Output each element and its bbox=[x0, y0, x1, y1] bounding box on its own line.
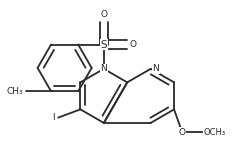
Text: S: S bbox=[101, 40, 107, 49]
Text: O: O bbox=[129, 40, 136, 49]
Text: O: O bbox=[100, 10, 107, 19]
Text: CH₃: CH₃ bbox=[6, 87, 23, 96]
Text: OCH₃: OCH₃ bbox=[204, 128, 226, 137]
Text: O: O bbox=[179, 128, 186, 137]
Text: N: N bbox=[153, 64, 159, 73]
Text: I: I bbox=[52, 113, 55, 122]
Text: N: N bbox=[100, 64, 107, 73]
